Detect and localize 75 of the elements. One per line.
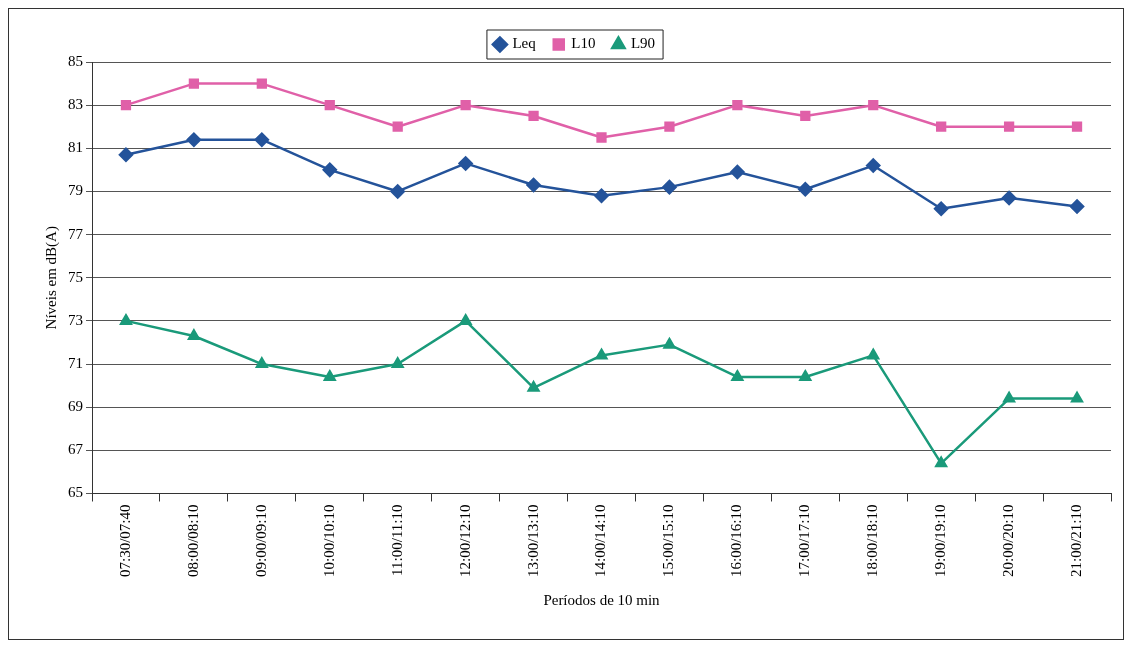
x-tick-label: 08:00/08:10 [184, 504, 201, 578]
y-tick-label: 73 [68, 311, 83, 328]
x-tick-label: 09:00/09:10 [252, 504, 269, 578]
legend-label: L90 [630, 35, 656, 52]
point [187, 329, 200, 340]
legend-label: L10 [571, 35, 596, 52]
y-tick-label: 71 [68, 354, 83, 371]
point [392, 121, 403, 132]
y-tick-label: 83 [68, 96, 83, 113]
point [322, 162, 338, 178]
x-tick-label: 20:00/20:10 [1000, 504, 1017, 578]
y-tick-label: 69 [68, 398, 83, 415]
point [324, 100, 335, 111]
point [1069, 199, 1085, 214]
point [800, 110, 811, 122]
point [867, 348, 880, 360]
y-tick-label: 75 [68, 268, 83, 285]
y-tick-label: 65 [68, 484, 83, 501]
point [186, 132, 202, 147]
x-tick-label: 14:00/14:10 [592, 504, 609, 578]
x-axis-title: Períodos de 10 min [543, 591, 661, 608]
point [254, 132, 270, 147]
x-tick-label: 11:00/11:10 [388, 504, 405, 576]
point [1071, 121, 1083, 132]
x-tick-label: 21:00/21:10 [1067, 504, 1084, 578]
x-tick-label: 19:00/19:10 [932, 504, 949, 578]
x-tick-label: 17:00/17:10 [796, 504, 813, 578]
point [1003, 391, 1016, 403]
point [323, 370, 336, 381]
y-tick-label: 81 [68, 139, 83, 156]
point [188, 78, 200, 89]
point [528, 110, 539, 122]
point [391, 357, 404, 369]
point [526, 177, 541, 193]
point [594, 188, 609, 204]
point [459, 314, 472, 325]
point [256, 78, 267, 89]
x-tick-label: 18:00/18:10 [864, 504, 881, 578]
point [731, 370, 744, 381]
x-tick-label: 10:00/10:10 [320, 504, 337, 578]
y-tick-label: 67 [68, 441, 84, 458]
point [935, 456, 948, 468]
y-axis-title: Níveis em dB(A) [42, 226, 60, 330]
point [933, 201, 949, 216]
point [732, 100, 743, 111]
point [460, 100, 471, 111]
point [730, 164, 745, 180]
point [458, 156, 473, 171]
point [1003, 121, 1015, 132]
point [798, 182, 813, 197]
point [255, 357, 268, 369]
point [799, 370, 812, 381]
legend-label: Leq [512, 35, 537, 52]
point [1001, 190, 1017, 206]
point [664, 121, 675, 132]
point [596, 132, 607, 143]
y-tick-label: 85 [68, 52, 83, 69]
x-tick-label: 15:00/15:10 [660, 504, 677, 578]
point [118, 147, 134, 163]
point [662, 179, 677, 195]
y-tick-label: 77 [68, 225, 84, 242]
point [936, 121, 947, 132]
point [595, 348, 608, 360]
x-tick-label: 16:00/16:10 [728, 504, 745, 578]
x-tick-label: 13:00/13:10 [524, 504, 541, 578]
x-tick-label: 12:00/12:10 [456, 504, 473, 578]
point [120, 100, 132, 111]
x-tick-label: 07:30/07:40 [116, 504, 133, 578]
point [390, 184, 405, 199]
point [663, 337, 676, 349]
y-tick-label: 79 [68, 182, 83, 199]
point [119, 314, 132, 325]
point [868, 100, 879, 111]
point [1071, 391, 1084, 403]
point [865, 158, 881, 173]
